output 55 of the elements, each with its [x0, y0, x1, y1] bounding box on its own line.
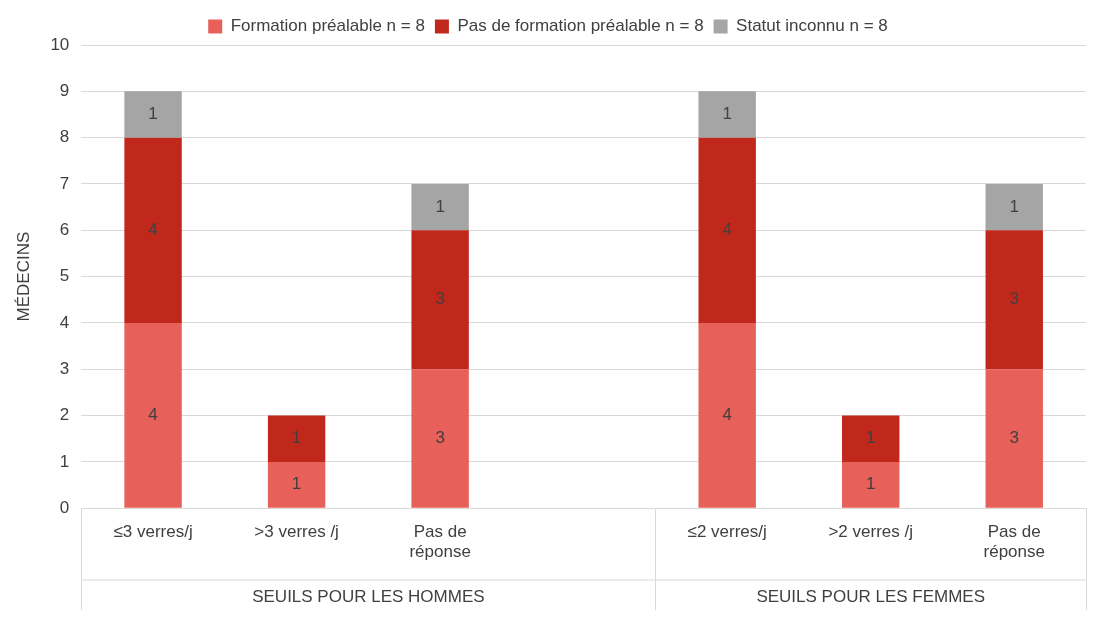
data-label: 1 [291, 428, 302, 448]
bar [698, 91, 756, 138]
text: SEUILS POUR LES FEMMES [756, 586, 986, 606]
data-label: 1 [865, 428, 876, 448]
bar [267, 415, 326, 462]
bar [124, 322, 182, 508]
legend-label: Pas de formation préalable n = 8 [457, 16, 704, 36]
y-tick-label: 8 [59, 127, 70, 147]
data-label: 1 [865, 474, 876, 494]
text: SEUILS POUR LES HOMMES [252, 586, 485, 606]
y-tick-label: 4 [59, 312, 70, 332]
x-tick-label: >3 verres /j [254, 522, 339, 542]
bar [124, 137, 182, 323]
bar [267, 461, 326, 508]
data-label: 3 [435, 289, 445, 309]
y-tick-label: 0 [59, 497, 70, 517]
data-label: 1 [1009, 196, 1019, 216]
data-label: 1 [722, 104, 732, 124]
y-tick-label: 7 [59, 173, 70, 193]
legend-label: Formation préalable n = 8 [230, 16, 425, 36]
bar [842, 415, 900, 462]
data-label: 3 [1009, 289, 1019, 309]
bar [411, 183, 469, 231]
data-label: 3 [1009, 428, 1019, 448]
x-tick-label: Pas de réponse [409, 522, 471, 562]
bar [698, 322, 756, 508]
x-tick-label: >2 verres /j [828, 522, 913, 542]
y-tick-label: 1 [59, 451, 70, 471]
data-label: 1 [435, 196, 445, 216]
data-label: 1 [291, 474, 302, 494]
bar [985, 183, 1043, 231]
bar [411, 230, 469, 370]
y-axis-title: MÉDECINS [13, 231, 33, 322]
legend-label: Statut inconnu n = 8 [736, 16, 888, 36]
data-label: 4 [722, 219, 732, 239]
y-tick-label: 5 [59, 266, 70, 286]
bar [411, 369, 469, 508]
data-label: 4 [148, 219, 158, 239]
bar [698, 137, 756, 323]
bar [985, 230, 1043, 370]
data-label: 3 [435, 428, 445, 448]
data-label: 1 [148, 104, 158, 124]
y-tick-label: 6 [59, 219, 70, 239]
y-tick-label: 9 [59, 81, 70, 101]
bar [124, 91, 182, 138]
y-tick-label: 2 [59, 405, 70, 425]
data-label: 4 [148, 405, 158, 424]
x-tick-label: ≤3 verres/j [113, 522, 193, 542]
bar [985, 369, 1043, 508]
y-tick-label: 10 [50, 34, 70, 54]
x-tick-label: ≤2 verres/j [687, 522, 767, 542]
y-tick-label: 3 [59, 358, 70, 378]
x-tick-label: Pas de réponse [983, 522, 1045, 562]
bar [842, 461, 900, 508]
data-label: 4 [722, 405, 732, 424]
